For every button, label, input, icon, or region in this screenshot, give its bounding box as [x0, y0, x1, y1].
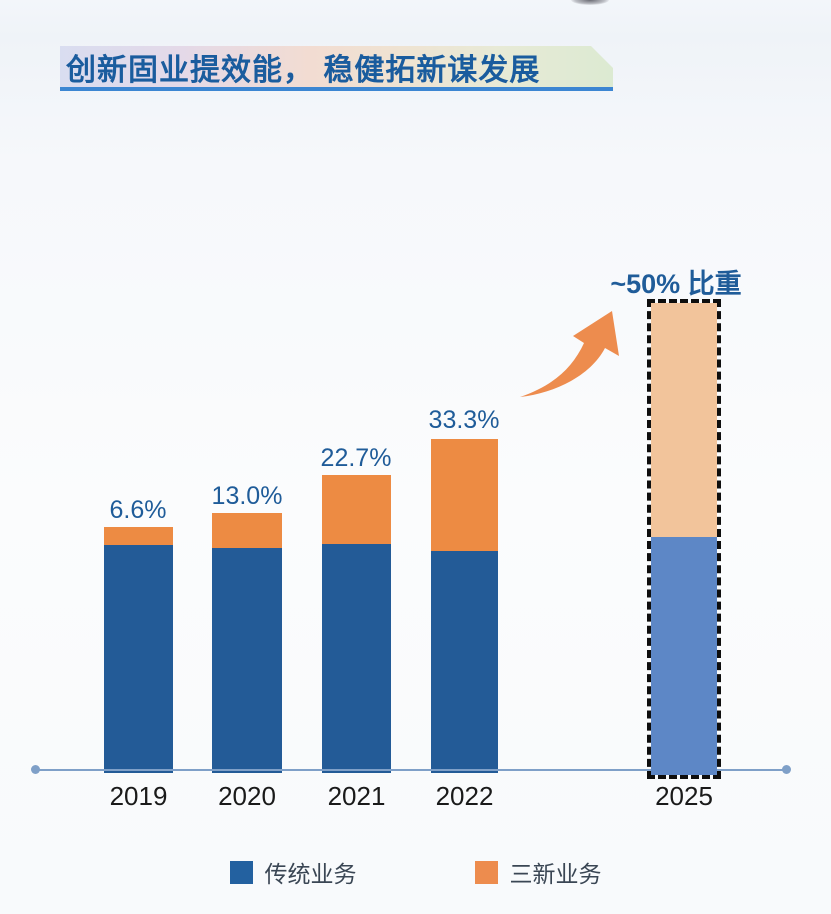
- bar-2020: [212, 513, 282, 773]
- bar-segment-new-business: [651, 303, 717, 537]
- axis-endpoint-dot-left: [31, 765, 40, 774]
- top-edge-artifact: [571, 0, 609, 5]
- bar-2019: [104, 527, 173, 773]
- bar-value-label: 13.0%: [211, 482, 283, 510]
- bar-segment-new-business: [104, 527, 173, 545]
- axis-endpoint-dot-right: [782, 765, 791, 774]
- legend-item-new: 三新业务: [474, 855, 602, 889]
- legend-item-traditional: 传统业务: [229, 855, 357, 889]
- legend-swatch-new: [474, 860, 498, 884]
- x-axis-label: 2022: [435, 781, 494, 811]
- bar-segment-new-business: [322, 475, 391, 544]
- page-title: 创新固业提效能， 稳健拓新谋发展: [66, 53, 541, 87]
- x-axis-label: 2025: [655, 781, 713, 811]
- x-axis-label: 2019: [109, 781, 168, 811]
- x-axis-label: 2021: [327, 781, 386, 811]
- bar-segment-traditional-business: [431, 551, 498, 773]
- x-axis-label: 2020: [218, 781, 276, 811]
- legend-label-new: 三新业务: [509, 861, 602, 887]
- x-axis-line: [36, 769, 788, 771]
- title-banner: 创新固业提效能， 稳健拓新谋发展: [60, 46, 613, 91]
- bar-segment-traditional-business: [322, 544, 391, 773]
- bar-2021: [322, 475, 391, 773]
- bar-segment-new-business: [212, 513, 282, 548]
- bar-segment-traditional-business: [651, 537, 717, 775]
- bar-2022: [431, 439, 498, 773]
- bar-segment-new-business: [431, 439, 498, 551]
- growth-arrow-icon: [520, 311, 619, 397]
- legend-swatch-traditional: [229, 860, 253, 884]
- bar-segment-traditional-business: [104, 545, 173, 773]
- legend-label-traditional: 传统业务: [264, 861, 357, 887]
- bar-value-label: 6.6%: [109, 496, 167, 524]
- bar-segment-traditional-business: [212, 548, 282, 773]
- chart-legend: 传统业务 三新业务: [0, 852, 831, 892]
- bar-2025: [647, 299, 721, 779]
- bar-value-label: 22.7%: [320, 444, 392, 472]
- bar-value-label: 33.3%: [428, 406, 500, 434]
- bar-value-label: ~50% 比重: [610, 269, 742, 299]
